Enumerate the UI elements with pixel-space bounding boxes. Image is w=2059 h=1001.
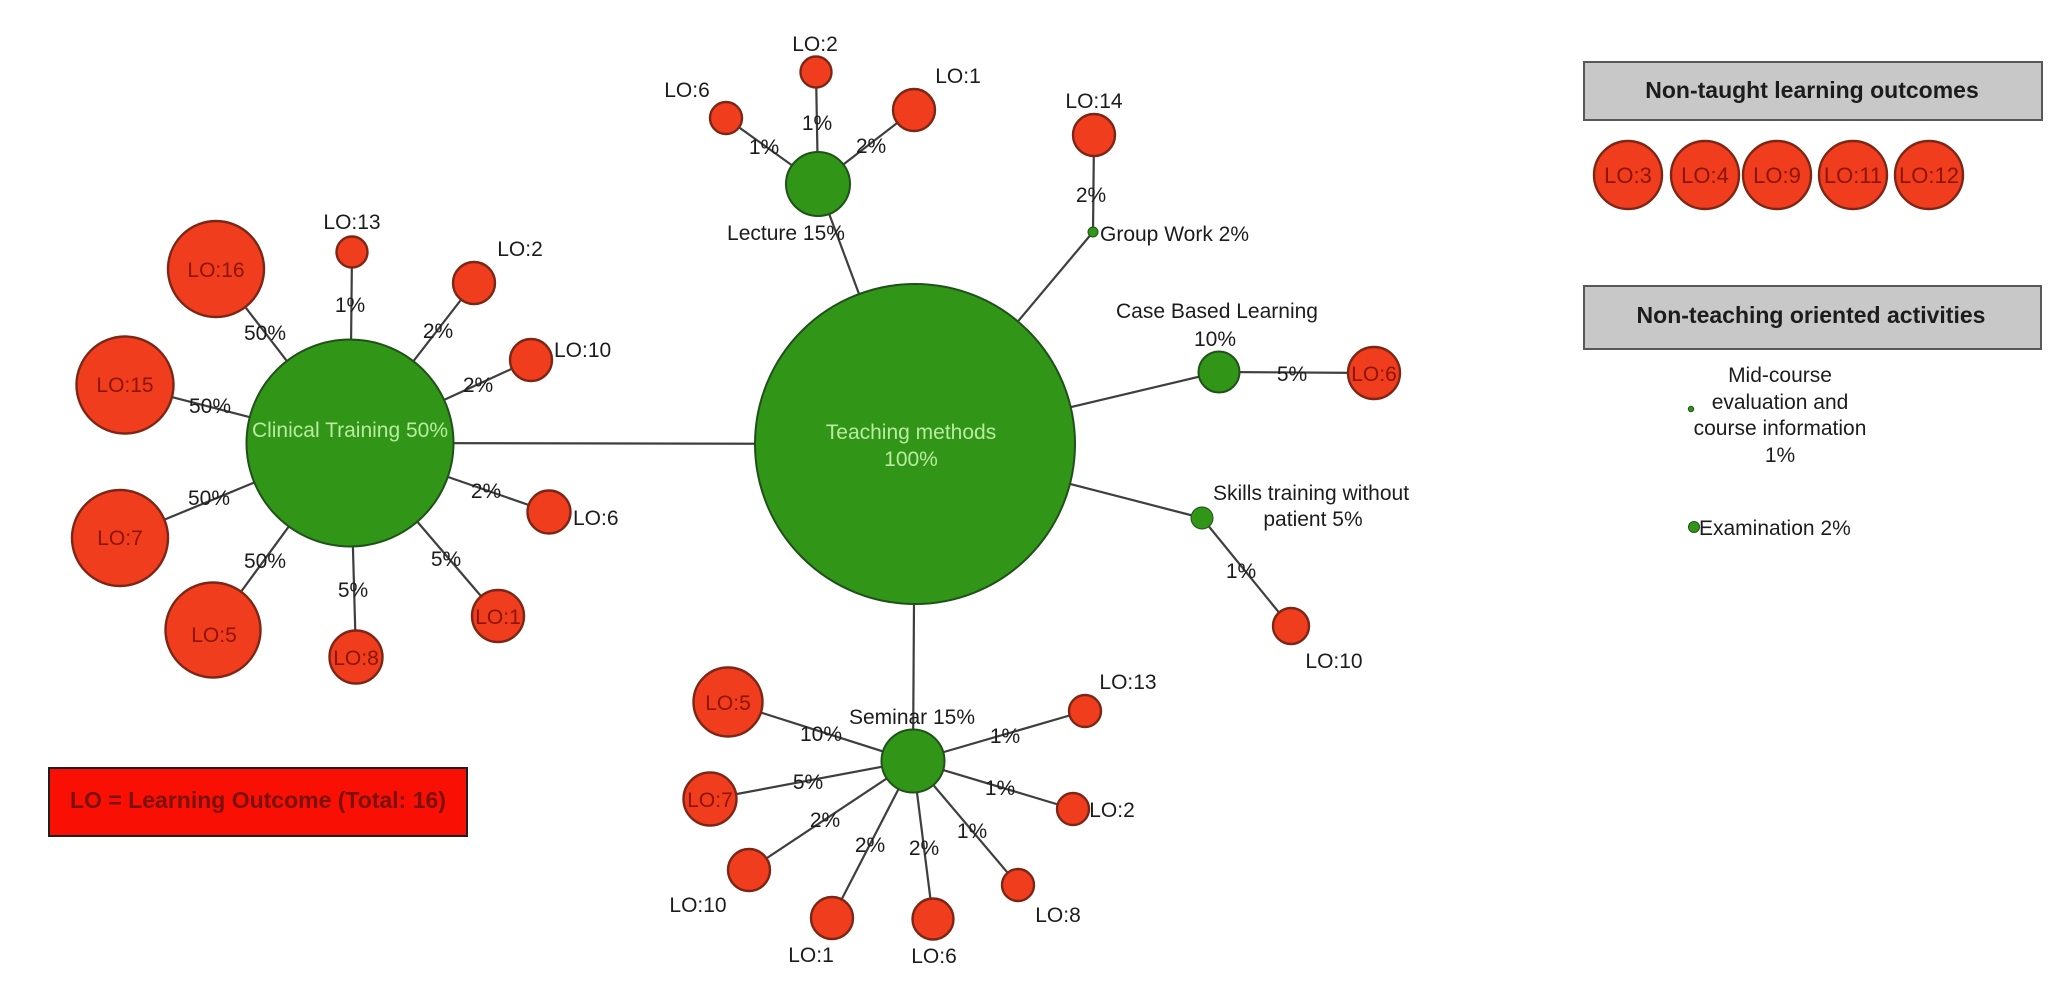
svg-text:LO:12: LO:12 — [1899, 163, 1959, 188]
svg-text:5%: 5% — [1277, 363, 1307, 386]
svg-text:5%: 5% — [793, 771, 823, 794]
svg-text:LO:13: LO:13 — [323, 211, 380, 234]
svg-text:Non-teaching oriented activiti: Non-teaching oriented activities — [1637, 302, 1986, 328]
svg-text:Skills training without: Skills training without — [1213, 482, 1409, 505]
svg-text:50%: 50% — [244, 550, 286, 573]
svg-text:LO:11: LO:11 — [1824, 163, 1882, 188]
svg-text:2%: 2% — [810, 809, 840, 832]
svg-text:2%: 2% — [463, 374, 493, 397]
svg-text:2%: 2% — [471, 480, 501, 503]
svg-text:Group Work 2%: Group Work 2% — [1100, 223, 1249, 246]
svg-text:Examination 2%: Examination 2% — [1699, 517, 1851, 540]
svg-text:1%: 1% — [985, 777, 1015, 800]
svg-text:LO:1: LO:1 — [475, 606, 521, 629]
svg-text:LO:16: LO:16 — [187, 259, 244, 282]
svg-text:1%: 1% — [957, 820, 987, 843]
svg-text:LO:2: LO:2 — [1089, 799, 1135, 822]
svg-text:1%: 1% — [749, 136, 779, 159]
svg-text:Teaching methods: Teaching methods — [826, 421, 996, 444]
svg-text:LO:9: LO:9 — [1753, 163, 1801, 188]
svg-text:patient 5%: patient 5% — [1263, 508, 1362, 531]
svg-text:LO:3: LO:3 — [1604, 163, 1652, 188]
svg-text:50%: 50% — [244, 322, 286, 345]
svg-text:LO:7: LO:7 — [97, 527, 143, 550]
svg-text:50%: 50% — [188, 487, 230, 510]
svg-text:1%: 1% — [335, 294, 365, 317]
svg-text:2%: 2% — [856, 135, 886, 158]
svg-text:LO:13: LO:13 — [1099, 671, 1156, 694]
svg-text:LO:6: LO:6 — [573, 507, 619, 530]
svg-text:LO:7: LO:7 — [687, 789, 733, 812]
svg-text:LO:6: LO:6 — [911, 945, 957, 968]
svg-text:1%: 1% — [1226, 560, 1256, 583]
svg-text:10%: 10% — [1194, 328, 1236, 351]
svg-text:2%: 2% — [423, 320, 453, 343]
svg-text:Case Based Learning: Case Based Learning — [1116, 300, 1318, 323]
svg-text:LO:10: LO:10 — [554, 339, 611, 362]
svg-text:LO:1: LO:1 — [935, 65, 981, 88]
svg-text:Lecture 15%: Lecture 15% — [727, 222, 845, 245]
svg-text:2%: 2% — [855, 834, 885, 857]
svg-text:10%: 10% — [800, 723, 842, 746]
svg-text:LO:5: LO:5 — [191, 624, 237, 647]
svg-text:2%: 2% — [909, 837, 939, 860]
svg-text:LO:2: LO:2 — [497, 238, 543, 261]
svg-text:Mid-course: Mid-course — [1728, 364, 1832, 387]
svg-text:100%: 100% — [884, 448, 938, 471]
svg-text:1%: 1% — [1765, 444, 1795, 467]
svg-text:Clinical Training 50%: Clinical Training 50% — [252, 419, 448, 442]
svg-text:5%: 5% — [338, 579, 368, 602]
svg-text:1%: 1% — [990, 725, 1020, 748]
svg-text:LO:8: LO:8 — [333, 647, 379, 670]
svg-text:LO:6: LO:6 — [664, 79, 710, 102]
svg-text:LO:10: LO:10 — [669, 894, 726, 917]
svg-text:LO:1: LO:1 — [788, 944, 834, 967]
svg-text:50%: 50% — [189, 395, 231, 418]
svg-text:LO = Learning Outcome (Total:: LO = Learning Outcome (Total: 16) — [70, 787, 446, 813]
svg-text:1%: 1% — [802, 112, 832, 135]
svg-text:evaluation and: evaluation and — [1712, 391, 1849, 414]
svg-text:5%: 5% — [431, 548, 461, 571]
svg-text:LO:8: LO:8 — [1035, 904, 1081, 927]
svg-text:LO:4: LO:4 — [1681, 163, 1729, 188]
svg-text:LO:14: LO:14 — [1065, 90, 1123, 113]
svg-text:course information: course information — [1694, 417, 1867, 440]
svg-text:LO:10: LO:10 — [1305, 650, 1362, 673]
svg-text:LO:5: LO:5 — [705, 692, 751, 715]
svg-text:2%: 2% — [1076, 184, 1106, 207]
svg-text:LO:2: LO:2 — [792, 33, 838, 56]
svg-text:Seminar 15%: Seminar 15% — [849, 706, 975, 729]
svg-text:Non-taught learning outcomes: Non-taught learning outcomes — [1645, 77, 1979, 103]
svg-text:LO:6: LO:6 — [1351, 363, 1397, 386]
svg-text:LO:15: LO:15 — [96, 374, 153, 397]
